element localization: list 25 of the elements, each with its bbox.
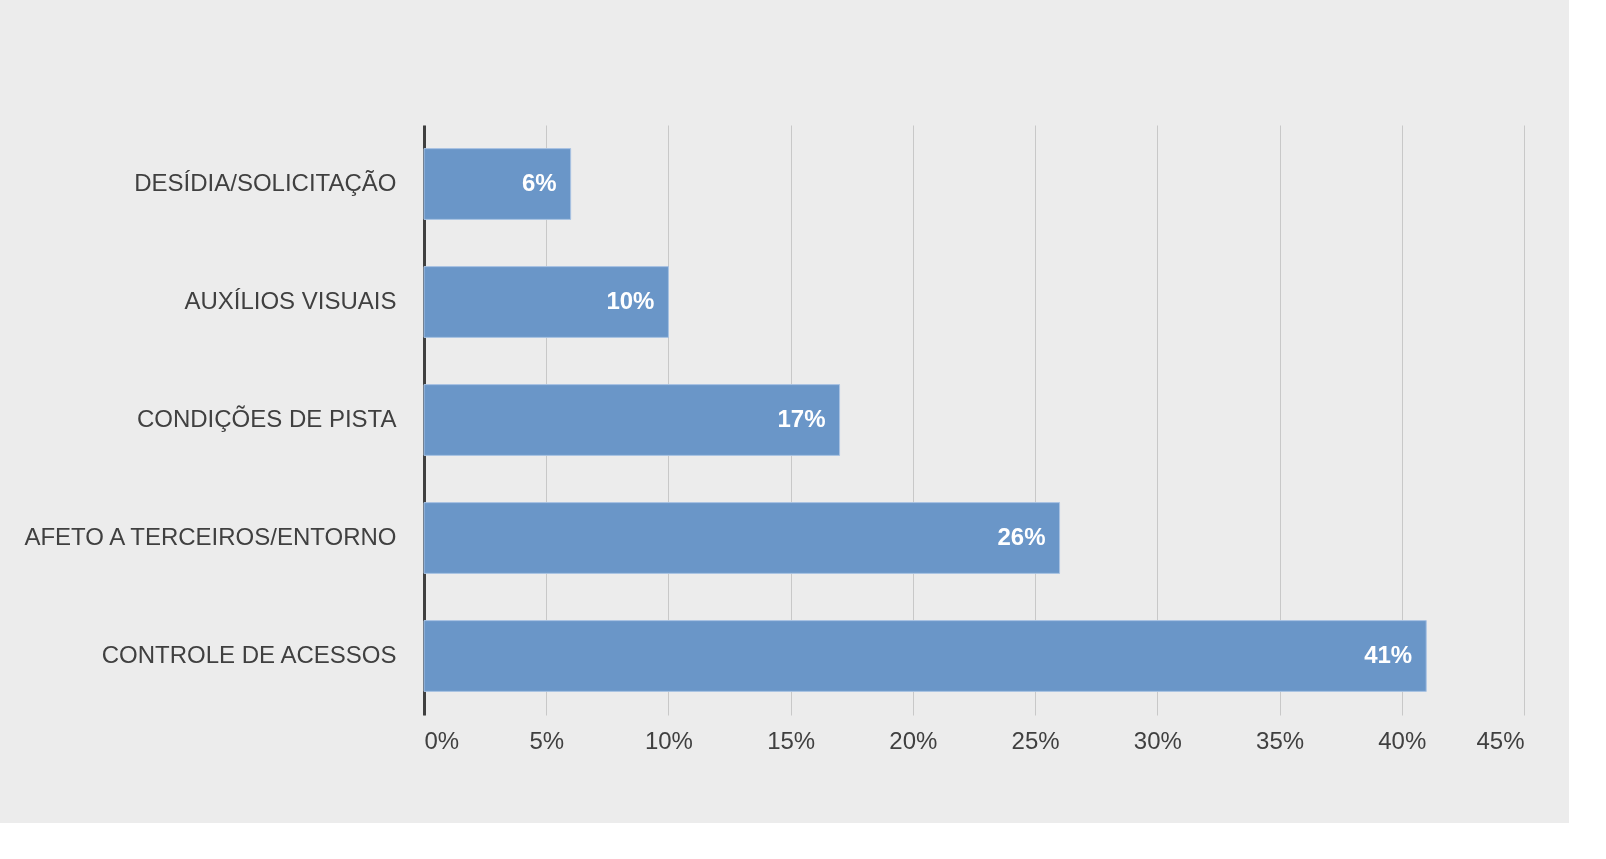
x-tick-label: 40% [1378,726,1427,754]
bar [423,148,572,220]
y-tick-label: CONDIÇÕES DE PISTA [136,405,397,432]
x-tick-label: 5% [529,726,565,754]
x-tick-label: 30% [1133,726,1182,754]
x-tick-label: 20% [889,726,938,754]
bar [423,266,669,338]
bar [423,384,841,456]
x-tick-label: 0% [424,726,460,754]
bar [423,620,1427,692]
bar [423,502,1061,574]
y-tick-label: CONTROLE DE ACESSOS [101,641,397,668]
y-tick-label: AFETO A TERCEIROS/ENTORNO [24,523,397,550]
data-label: 17% [777,405,826,432]
data-label: 6% [521,169,557,196]
data-label: 26% [997,523,1046,550]
data-label: 41% [1364,641,1413,668]
x-tick-label: 45% [1476,726,1525,754]
data-label: 10% [606,287,655,314]
x-tick-label: 25% [1011,726,1060,754]
x-tick-label: 35% [1256,726,1305,754]
y-tick-label: DESÍDIA/SOLICITAÇÃO [134,169,397,196]
x-tick-label: 15% [767,726,816,754]
y-tick-label: AUXÍLIOS VISUAIS [184,287,397,314]
x-tick-label: 10% [644,726,693,754]
